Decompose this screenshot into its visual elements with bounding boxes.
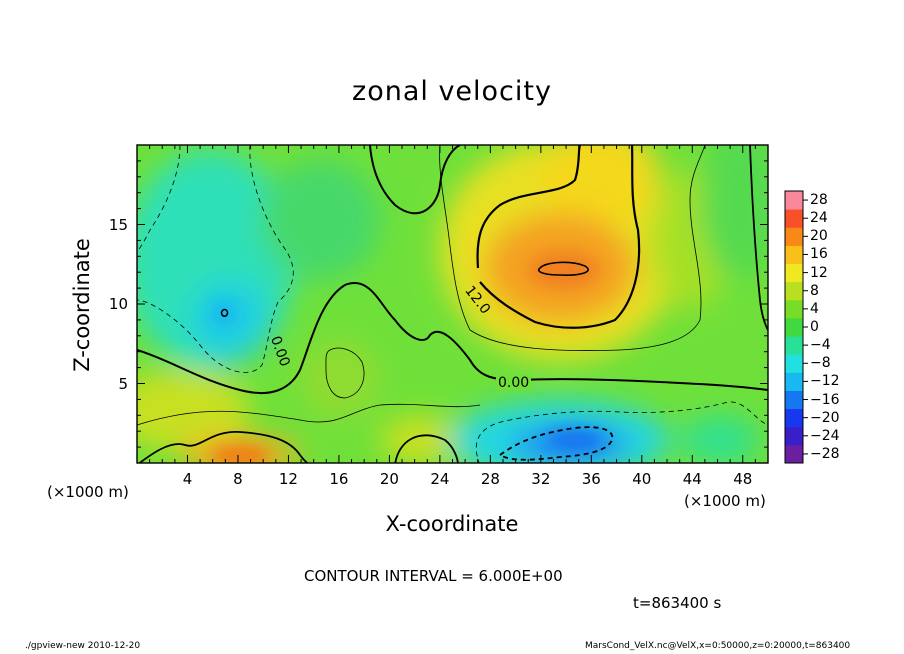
x-unit-label-right: (×1000 m)	[684, 492, 766, 510]
contour-neg12-lower	[499, 426, 614, 461]
colorbar-swatch	[785, 372, 803, 391]
colorbar-swatch	[785, 191, 803, 210]
contour-neg6-upper-left	[137, 145, 294, 373]
colorbar-label: 16	[810, 246, 828, 263]
x-unit-label-left: (×1000 m)	[47, 483, 129, 501]
y-axis-label: Z-coordinate	[70, 238, 94, 372]
x-axis-label: X-coordinate	[385, 512, 519, 536]
heatmap-field	[137, 145, 768, 463]
contour-6-upper	[439, 145, 706, 351]
field-blobs	[137, 145, 768, 463]
contour-neg12-small	[220, 308, 229, 317]
x-tick-label: 40	[632, 470, 652, 488]
blob-lower-right	[680, 415, 760, 463]
y-tick-label: 15	[108, 215, 128, 234]
colorbar	[785, 191, 803, 464]
contour-6-island	[325, 347, 365, 399]
contour-6-lower	[137, 403, 481, 426]
colorbar-swatch	[785, 408, 803, 428]
core-lower-westward-max	[545, 430, 605, 450]
colorbar-swatch	[785, 209, 803, 228]
y-tick-label: 5	[118, 374, 128, 393]
colorbar-label: −4	[810, 337, 831, 354]
blob-eastward-upper	[540, 145, 660, 225]
footer-program-info: ./gpview-new 2010-12-20	[25, 641, 141, 651]
colorbar-label: 28	[810, 192, 828, 209]
colorbar-swatch	[785, 426, 803, 446]
contour-interval-note: CONTOUR INTERVAL = 6.000E+00	[304, 567, 563, 585]
contour-zero-main	[137, 282, 768, 395]
field-cores	[210, 252, 605, 463]
contours	[137, 145, 768, 463]
colorbar-label: 4	[810, 300, 819, 317]
colorbar-label: −8	[810, 355, 831, 372]
colorbar-swatch	[785, 227, 803, 246]
colorbar-swatch	[785, 317, 803, 337]
contour-label-zero-main: 0.00	[496, 375, 532, 391]
y-axis-ticks	[137, 160, 768, 448]
contour-neg6-upper-left-2	[137, 145, 181, 253]
x-tick-label: 8	[233, 470, 243, 488]
colorbar-label: −24	[810, 427, 840, 444]
x-tick-label: 32	[531, 470, 551, 488]
x-tick-label: 24	[430, 470, 450, 488]
blob-lower-left-yellow	[137, 370, 250, 450]
x-tick-label: 20	[379, 470, 399, 488]
colorbar-label: 0	[810, 319, 819, 335]
contour-18	[538, 261, 589, 276]
core-lower-left-max	[210, 446, 270, 463]
contour-zero-lower-left	[138, 431, 309, 463]
blob-mid-upper	[260, 160, 380, 280]
blob-lower-mid-left	[300, 340, 380, 420]
colorbar-swatch	[785, 281, 803, 301]
colorbar-label: −12	[810, 373, 840, 390]
footer-data-source: MarsCond_VelX.nc@VelX,x=0:50000,z=0:2000…	[585, 641, 851, 651]
colorbar-label: −20	[810, 409, 840, 426]
colorbar-label: −28	[810, 445, 840, 462]
contour-neg6-lower	[475, 401, 768, 463]
x-tick-label: 48	[733, 470, 753, 488]
x-tick-label: 36	[581, 470, 601, 488]
colorbar-swatch	[785, 299, 803, 319]
colorbar-swatch	[785, 444, 803, 464]
core-eastward-max	[529, 252, 599, 288]
contour-zero-upper	[369, 145, 461, 215]
colorbar-swatch	[785, 245, 803, 265]
x-tick-label: 44	[682, 470, 702, 488]
chart-title: zonal velocity	[352, 76, 552, 107]
contour-zero-lower-mid	[394, 434, 459, 463]
colorbar-label: 8	[810, 282, 819, 299]
colorbar-swatch	[785, 390, 803, 410]
colorbar-swatch	[785, 336, 803, 355]
x-tick-label: 28	[480, 470, 500, 488]
x-tick-label: 16	[329, 470, 349, 488]
time-stamp: t=863400 s	[633, 594, 722, 612]
core-upper-left-min	[210, 300, 238, 328]
x-tick-label: 4	[182, 470, 193, 488]
y-tick-label: 10	[108, 295, 128, 313]
colorbar-swatch	[785, 354, 803, 373]
contour-12	[476, 145, 641, 329]
contour-zero-right	[749, 145, 768, 331]
colorbar-label: −16	[810, 391, 840, 408]
colorbar-label: 20	[810, 228, 828, 245]
colorbar-label: 24	[810, 210, 828, 227]
colorbar-swatch	[785, 263, 803, 283]
colorbar-ticks	[803, 199, 808, 455]
colorbar-label: 12	[810, 264, 828, 281]
x-axis-ticks	[149, 145, 756, 463]
blob-lower-mid-yellow	[380, 415, 460, 463]
x-tick-label: 12	[278, 470, 298, 488]
